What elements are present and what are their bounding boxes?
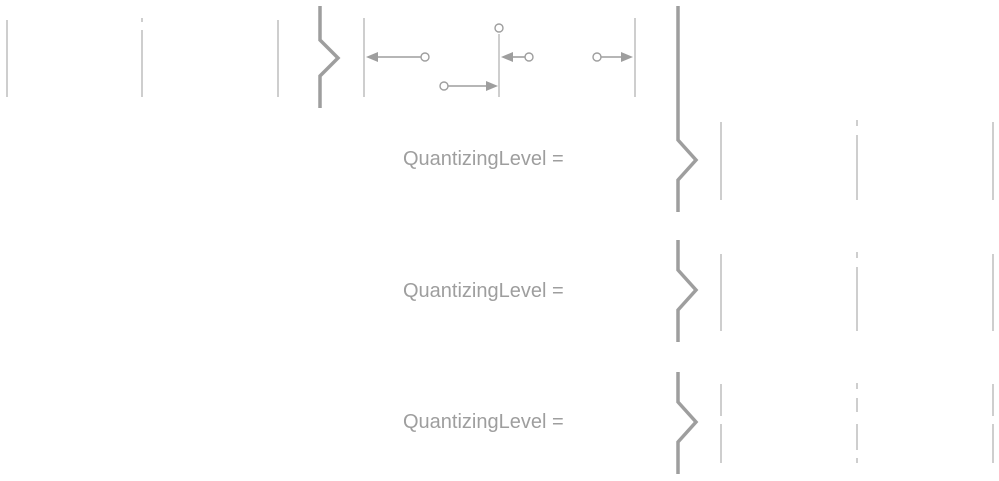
sample-dot — [592, 52, 602, 62]
quantizing-level-label: QuantizingLevel = — [403, 411, 564, 433]
row-2-ticks — [720, 252, 994, 331]
interval-markers — [363, 18, 636, 97]
row-1-ticks — [720, 120, 994, 200]
brace-shape — [676, 372, 699, 474]
quantizing-level-label: QuantizingLevel = — [403, 280, 564, 302]
arrowhead — [501, 52, 513, 62]
arrowhead — [366, 52, 378, 62]
arrowhead — [621, 52, 633, 62]
sample-dot — [524, 52, 534, 62]
brace-shape — [318, 6, 341, 108]
sample-dot — [439, 81, 449, 91]
row-3-ticks — [720, 383, 994, 463]
sample-dot — [420, 52, 430, 62]
quantizing-level-label: QuantizingLevel = — [403, 148, 564, 170]
brace-shape — [676, 6, 699, 212]
top-timeline — [6, 18, 279, 97]
sample-dot — [494, 23, 504, 33]
brace-shape — [676, 240, 699, 342]
arrowhead — [486, 81, 498, 91]
